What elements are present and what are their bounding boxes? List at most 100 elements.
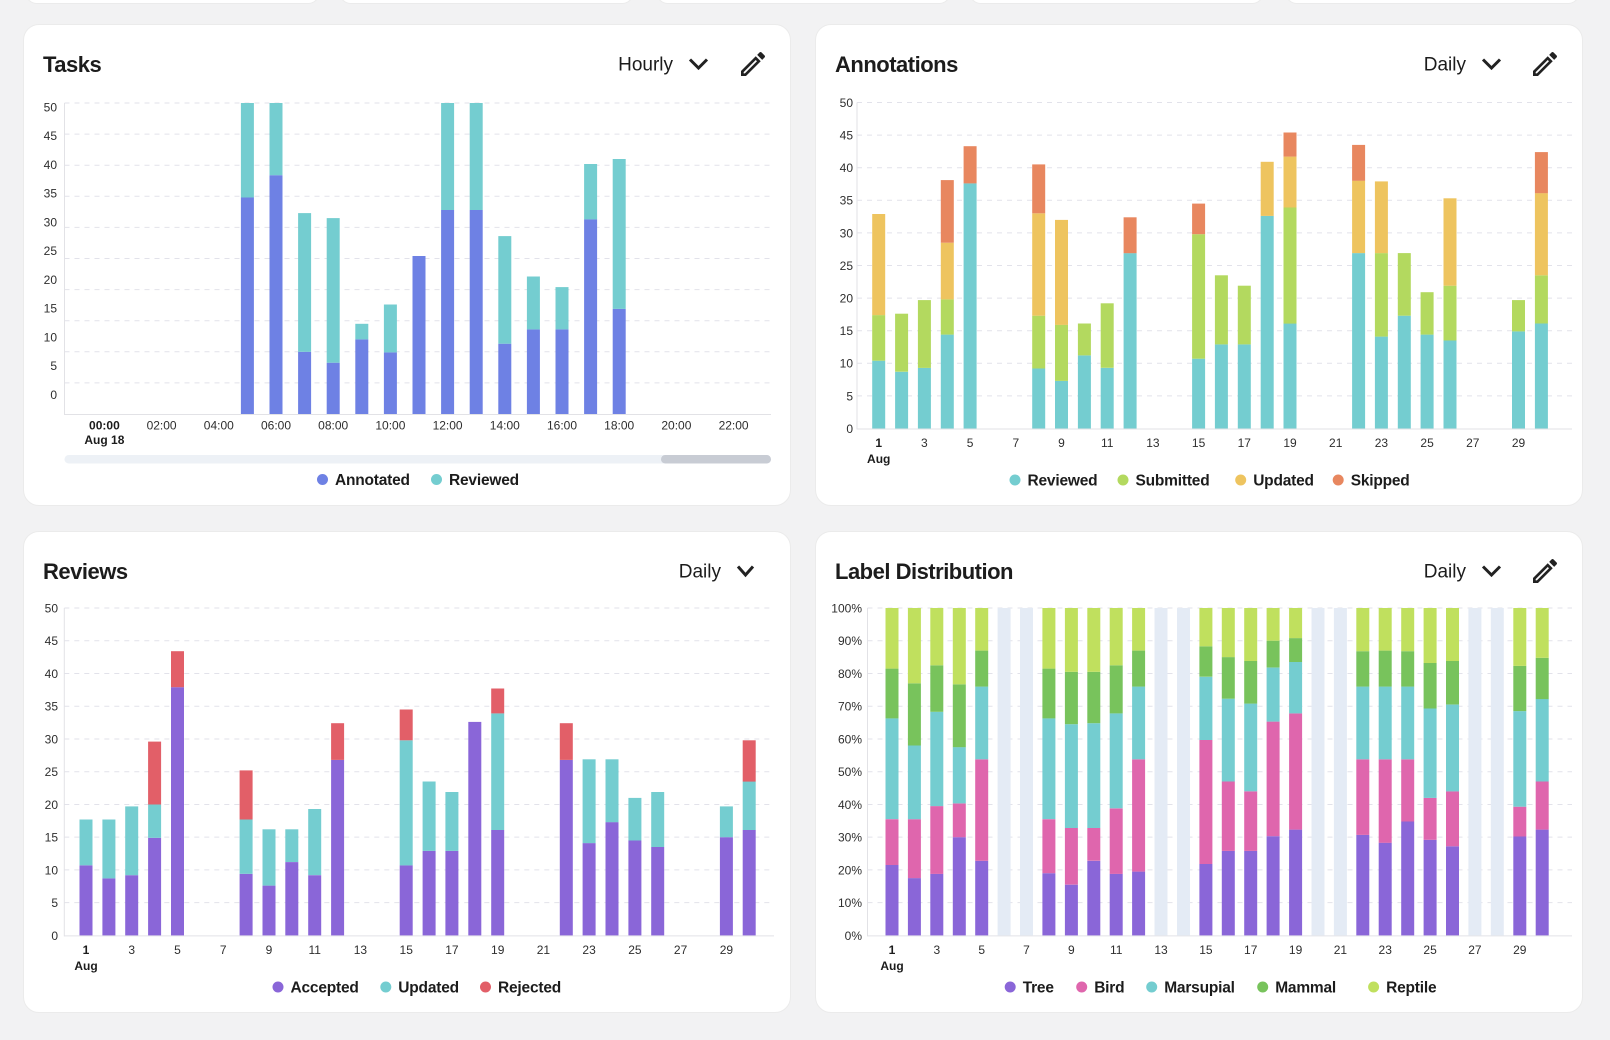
svg-text:9: 9 [1068, 943, 1075, 957]
svg-text:17: 17 [1238, 436, 1252, 450]
svg-text:9: 9 [266, 943, 273, 957]
svg-text:35: 35 [45, 700, 59, 714]
svg-text:29: 29 [1513, 943, 1527, 957]
svg-text:10: 10 [44, 330, 58, 344]
svg-text:0: 0 [846, 422, 853, 436]
svg-text:08:00: 08:00 [318, 419, 348, 433]
svg-text:15: 15 [44, 302, 58, 316]
svg-text:Rejected: Rejected [498, 980, 561, 997]
svg-text:100%: 100% [831, 601, 862, 615]
svg-text:10: 10 [45, 863, 59, 877]
svg-text:29: 29 [1512, 436, 1526, 450]
svg-text:25: 25 [628, 943, 642, 957]
svg-text:Aug: Aug [867, 452, 890, 466]
svg-text:20%: 20% [838, 863, 862, 877]
svg-text:5: 5 [174, 943, 181, 957]
svg-text:Hourly: Hourly [618, 55, 673, 76]
svg-text:20: 20 [44, 273, 58, 287]
svg-text:1: 1 [889, 943, 896, 957]
svg-text:Reviews: Reviews [43, 559, 128, 584]
svg-text:18:00: 18:00 [604, 419, 634, 433]
svg-text:23: 23 [582, 943, 596, 957]
svg-text:40: 40 [840, 161, 854, 175]
svg-text:30: 30 [44, 215, 58, 229]
svg-text:3: 3 [921, 436, 928, 450]
svg-text:1: 1 [875, 436, 882, 450]
svg-text:23: 23 [1375, 436, 1389, 450]
svg-text:13: 13 [354, 943, 368, 957]
svg-text:17: 17 [445, 943, 459, 957]
svg-text:40: 40 [45, 667, 59, 681]
svg-text:25: 25 [840, 259, 854, 273]
svg-text:Submitted: Submitted [1136, 473, 1210, 490]
svg-text:20: 20 [840, 292, 854, 306]
svg-text:Reviewed: Reviewed [1028, 473, 1098, 490]
svg-text:04:00: 04:00 [204, 419, 234, 433]
svg-text:20: 20 [45, 798, 59, 812]
svg-text:Daily: Daily [1424, 562, 1467, 583]
svg-text:25: 25 [45, 765, 59, 779]
svg-text:Label Distribution: Label Distribution [835, 559, 1013, 584]
svg-text:27: 27 [1468, 943, 1482, 957]
svg-text:27: 27 [1466, 436, 1480, 450]
svg-text:3: 3 [128, 943, 135, 957]
svg-text:15: 15 [1199, 943, 1213, 957]
svg-text:7: 7 [1012, 436, 1019, 450]
svg-text:25: 25 [1420, 436, 1434, 450]
svg-text:15: 15 [400, 943, 414, 957]
svg-text:13: 13 [1154, 943, 1168, 957]
svg-text:10: 10 [840, 357, 854, 371]
svg-text:19: 19 [1283, 436, 1297, 450]
svg-text:5: 5 [967, 436, 974, 450]
svg-text:Aug: Aug [74, 959, 97, 973]
svg-text:15: 15 [1192, 436, 1206, 450]
svg-text:5: 5 [51, 896, 58, 910]
svg-text:21: 21 [1329, 436, 1343, 450]
svg-text:5: 5 [846, 389, 853, 403]
svg-text:90%: 90% [838, 634, 862, 648]
svg-text:Annotated: Annotated [335, 472, 410, 489]
svg-text:20:00: 20:00 [661, 419, 691, 433]
svg-text:23: 23 [1379, 943, 1393, 957]
svg-text:40: 40 [44, 158, 58, 172]
svg-text:50: 50 [840, 96, 854, 110]
svg-text:19: 19 [491, 943, 505, 957]
svg-text:50%: 50% [838, 765, 862, 779]
svg-text:3: 3 [933, 943, 940, 957]
svg-text:Updated: Updated [398, 980, 459, 997]
svg-text:21: 21 [537, 943, 551, 957]
svg-text:29: 29 [720, 943, 734, 957]
svg-text:Daily: Daily [1424, 55, 1467, 76]
svg-text:Aug 18: Aug 18 [84, 433, 124, 447]
svg-text:60%: 60% [838, 732, 862, 746]
svg-text:30: 30 [840, 226, 854, 240]
svg-text:15: 15 [840, 324, 854, 338]
svg-text:45: 45 [44, 129, 58, 143]
svg-text:22:00: 22:00 [719, 419, 749, 433]
svg-text:5: 5 [978, 943, 985, 957]
svg-text:0%: 0% [845, 929, 863, 943]
svg-text:06:00: 06:00 [261, 419, 291, 433]
svg-text:19: 19 [1289, 943, 1303, 957]
svg-text:Aug: Aug [880, 959, 903, 973]
svg-text:1: 1 [83, 943, 90, 957]
svg-text:10:00: 10:00 [375, 419, 405, 433]
svg-text:40%: 40% [838, 798, 862, 812]
svg-text:Accepted: Accepted [291, 980, 359, 997]
svg-text:25: 25 [1423, 943, 1437, 957]
svg-text:15: 15 [45, 831, 59, 845]
svg-text:30%: 30% [838, 831, 862, 845]
svg-text:14:00: 14:00 [490, 419, 520, 433]
svg-text:50: 50 [45, 601, 59, 615]
svg-text:70%: 70% [838, 700, 862, 714]
svg-text:17: 17 [1244, 943, 1258, 957]
svg-text:Reviewed: Reviewed [449, 472, 519, 489]
svg-text:45: 45 [45, 634, 59, 648]
svg-text:45: 45 [840, 129, 854, 143]
svg-text:Daily: Daily [679, 562, 722, 583]
svg-text:Updated: Updated [1253, 473, 1314, 490]
svg-text:80%: 80% [838, 667, 862, 681]
svg-text:13: 13 [1146, 436, 1160, 450]
svg-text:7: 7 [220, 943, 227, 957]
svg-text:25: 25 [44, 244, 58, 258]
